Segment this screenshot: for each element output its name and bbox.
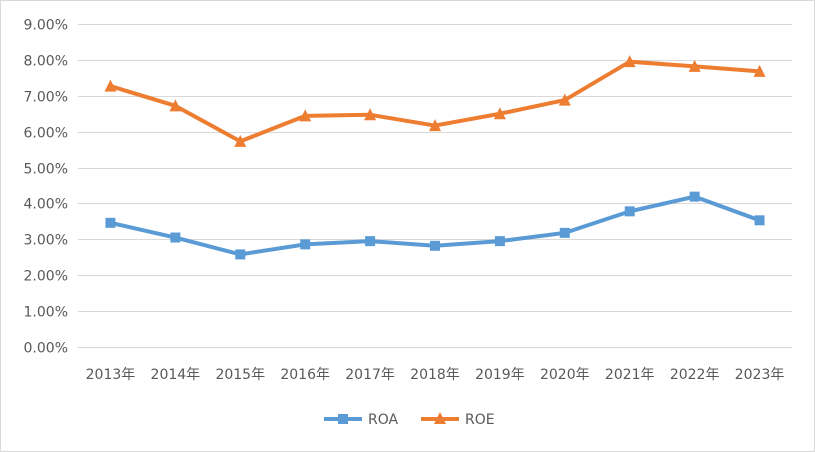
point-roa <box>754 215 765 226</box>
legend: ROA ROE <box>324 412 495 428</box>
series-lines <box>104 55 766 260</box>
gridlines <box>78 24 792 348</box>
x-tick-label: 2021年 <box>605 367 655 383</box>
point-roe <box>623 55 636 68</box>
legend-item-roa: ROA <box>324 412 399 428</box>
x-tick-label: 2020年 <box>540 367 590 383</box>
point-roa <box>235 249 246 260</box>
y-tick-label: 3.00% <box>24 233 68 249</box>
point-roe <box>429 119 441 132</box>
point-roa <box>300 239 311 250</box>
point-roe <box>688 59 701 72</box>
legend-label: ROE <box>465 412 495 428</box>
y-axis-ticks: 0.00% 1.00% 2.00% 3.00% 4.00% 5.00% 6.00% 7.00%… <box>24 18 68 357</box>
point-roe <box>364 108 377 121</box>
x-tick-label: 2019年 <box>475 367 525 383</box>
point-roa <box>430 240 440 251</box>
y-tick-label: 1.00% <box>24 305 68 321</box>
legend-label: ROA <box>368 412 399 428</box>
y-tick-label: 8.00% <box>24 54 68 70</box>
point-roe <box>493 107 506 120</box>
x-tick-label: 2017年 <box>345 367 395 383</box>
x-tick-label: 2015年 <box>215 367 265 383</box>
point-roe <box>234 134 247 147</box>
x-tick-label: 2022年 <box>670 367 720 383</box>
y-tick-label: 4.00% <box>24 197 68 213</box>
y-tick-label: 7.00% <box>24 90 68 106</box>
y-tick-label: 2.00% <box>24 269 68 285</box>
x-axis-ticks: 2013年 2014年 2015年 2016年 2017年 2018年 2019年 2020年… <box>86 367 785 383</box>
point-roe <box>169 99 182 112</box>
legend-item-roe: ROE <box>421 412 495 428</box>
point-roa <box>170 232 181 243</box>
legend-marker <box>434 412 446 424</box>
legend-marker <box>338 414 348 424</box>
point-roa <box>494 236 505 247</box>
point-roe <box>753 64 766 77</box>
point-roa <box>559 227 570 238</box>
point-roe <box>558 93 571 106</box>
point-roa <box>689 191 700 202</box>
y-tick-label: 5.00% <box>24 162 68 178</box>
point-roe <box>104 79 117 92</box>
point-roa <box>105 217 116 228</box>
x-tick-label: 2023年 <box>735 367 785 383</box>
point-roe <box>299 109 312 122</box>
x-tick-label: 2014年 <box>151 367 201 383</box>
y-tick-label: 6.00% <box>24 126 68 142</box>
point-roa <box>624 206 635 217</box>
y-tick-label: 0.00% <box>24 341 68 357</box>
x-tick-label: 2013年 <box>86 367 136 383</box>
y-tick-label: 9.00% <box>24 18 68 34</box>
x-tick-label: 2018年 <box>410 367 460 383</box>
x-tick-label: 2016年 <box>280 367 330 383</box>
point-roa <box>365 236 376 247</box>
